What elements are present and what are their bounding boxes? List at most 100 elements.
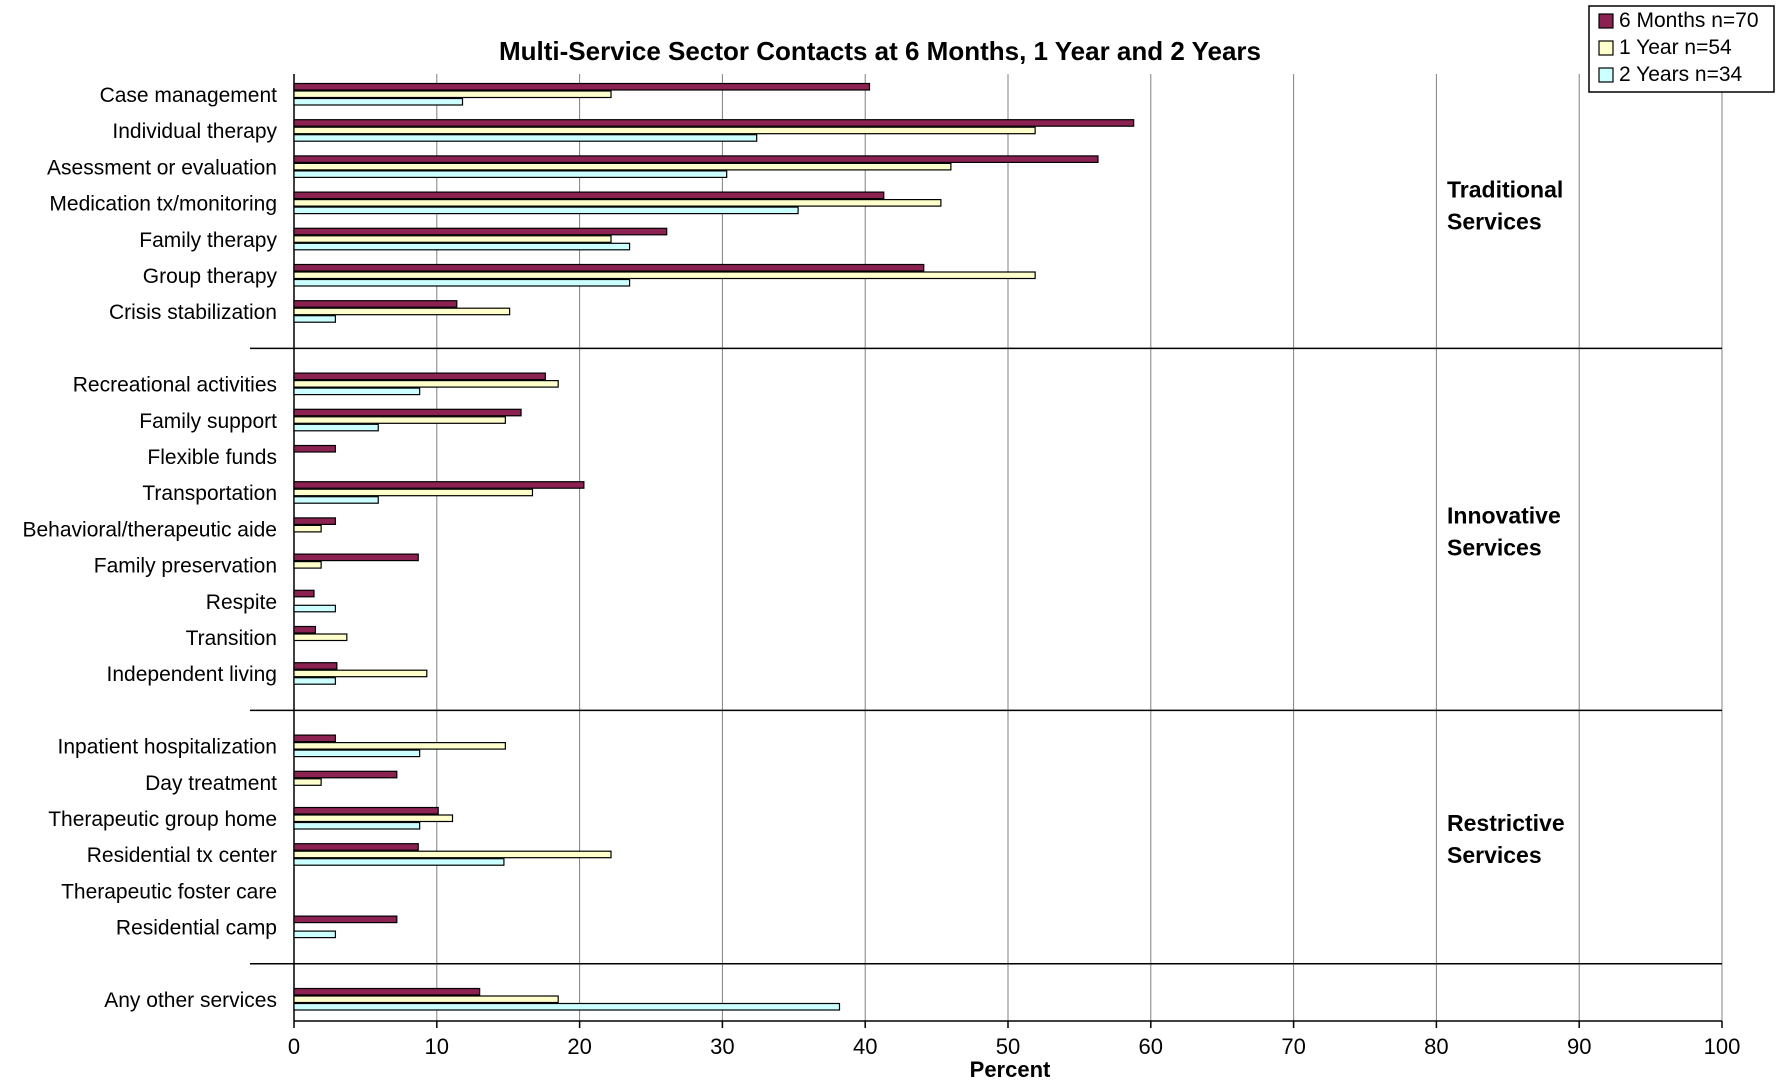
bar	[293, 734, 337, 743]
bar	[293, 858, 505, 866]
category-label: Any other services	[104, 989, 277, 1012]
bar	[293, 380, 559, 388]
bar	[293, 524, 322, 533]
bar	[293, 242, 631, 251]
category-label: Asessment or evaluation	[47, 156, 277, 179]
bar	[293, 481, 585, 489]
legend-swatch	[1598, 67, 1614, 83]
x-tick-label: 40	[853, 1034, 877, 1059]
bar	[293, 444, 337, 453]
bar	[293, 307, 511, 316]
legend-swatch	[1598, 13, 1614, 29]
bar	[293, 589, 315, 598]
bar	[293, 170, 728, 178]
bar	[293, 191, 885, 200]
group-label: Innovative	[1447, 502, 1561, 528]
bar	[293, 162, 952, 171]
bar	[293, 806, 439, 815]
group-label: Services	[1447, 842, 1542, 868]
legend-label: 2 Years n=34	[1619, 63, 1743, 86]
x-tick-label: 30	[710, 1034, 734, 1059]
x-tick-label: 0	[288, 1034, 300, 1059]
bar	[293, 90, 612, 99]
x-tick-label: 90	[1567, 1034, 1591, 1059]
category-label: Individual therapy	[112, 120, 277, 143]
category-label: Family support	[139, 410, 277, 433]
category-label: Residential camp	[116, 917, 277, 940]
bar	[293, 677, 337, 685]
bar	[293, 850, 612, 859]
bar	[293, 995, 559, 1004]
bar	[293, 97, 464, 106]
labels-layer: 0 10 20 30 40 50 60 70 80 90 100 Case management Ind…	[22, 84, 1740, 1059]
category-label: Respite	[206, 591, 277, 614]
category-label: Therapeutic group home	[48, 808, 277, 831]
bar	[293, 553, 419, 562]
bar	[293, 669, 428, 678]
bar	[293, 560, 322, 569]
x-tick-label: 10	[425, 1034, 449, 1059]
bar	[293, 821, 421, 830]
bars-layer	[293, 82, 1135, 1011]
bar	[293, 423, 379, 432]
bar	[293, 155, 1099, 163]
chart-title: Multi-Service Sector Contacts at 6 Month…	[499, 36, 1261, 66]
bar	[293, 604, 337, 613]
grid-layer	[250, 74, 1723, 1028]
bar	[293, 300, 458, 308]
bar	[293, 741, 506, 750]
bar	[293, 488, 534, 497]
bar	[293, 749, 421, 758]
bar	[293, 263, 925, 272]
bar	[293, 814, 454, 823]
bar	[293, 633, 348, 642]
bar	[293, 770, 398, 779]
category-label: Flexible funds	[147, 446, 277, 469]
bar	[293, 126, 1036, 135]
bar	[293, 206, 799, 215]
x-tick-label: 100	[1704, 1034, 1741, 1059]
x-tick-label: 50	[996, 1034, 1020, 1059]
bar	[293, 517, 337, 526]
legend-label: 6 Months n=70	[1619, 9, 1759, 32]
category-label: Family preservation	[94, 555, 277, 578]
category-label: Recreational activities	[73, 374, 277, 397]
bar	[293, 271, 1036, 280]
x-tick-label: 80	[1424, 1034, 1448, 1059]
bar	[293, 315, 337, 323]
category-label: Therapeutic foster care	[61, 880, 277, 903]
group-label: Services	[1447, 534, 1542, 560]
category-label: Day treatment	[145, 772, 277, 795]
bar	[293, 278, 631, 287]
category-label: Residential tx center	[87, 844, 277, 867]
bar	[293, 408, 522, 417]
bar	[293, 625, 317, 634]
legend-swatch	[1598, 40, 1614, 56]
category-label: Behavioral/therapeutic aide	[22, 518, 277, 541]
x-tick-label: 60	[1139, 1034, 1163, 1059]
bar	[293, 662, 338, 670]
bar	[293, 1002, 841, 1011]
bar	[293, 496, 379, 504]
category-label: Transportation	[142, 482, 277, 505]
legend-box	[1588, 5, 1775, 93]
bar	[293, 82, 871, 91]
bar	[293, 843, 419, 851]
category-label: Medication tx/monitoring	[49, 193, 277, 216]
bar	[293, 235, 612, 243]
category-label: Case management	[100, 84, 278, 107]
category-label: Independent living	[107, 663, 277, 686]
bar	[293, 119, 1135, 127]
group-label: Services	[1447, 209, 1542, 235]
x-tick-label: 70	[1281, 1034, 1305, 1059]
group-label: Traditional	[1447, 177, 1563, 203]
x-tick-label: 20	[567, 1034, 591, 1059]
group-label: Restrictive	[1447, 810, 1565, 836]
bar	[293, 930, 337, 939]
bar	[293, 227, 668, 236]
bar	[293, 372, 546, 381]
bar	[293, 987, 481, 996]
bar	[293, 915, 398, 924]
